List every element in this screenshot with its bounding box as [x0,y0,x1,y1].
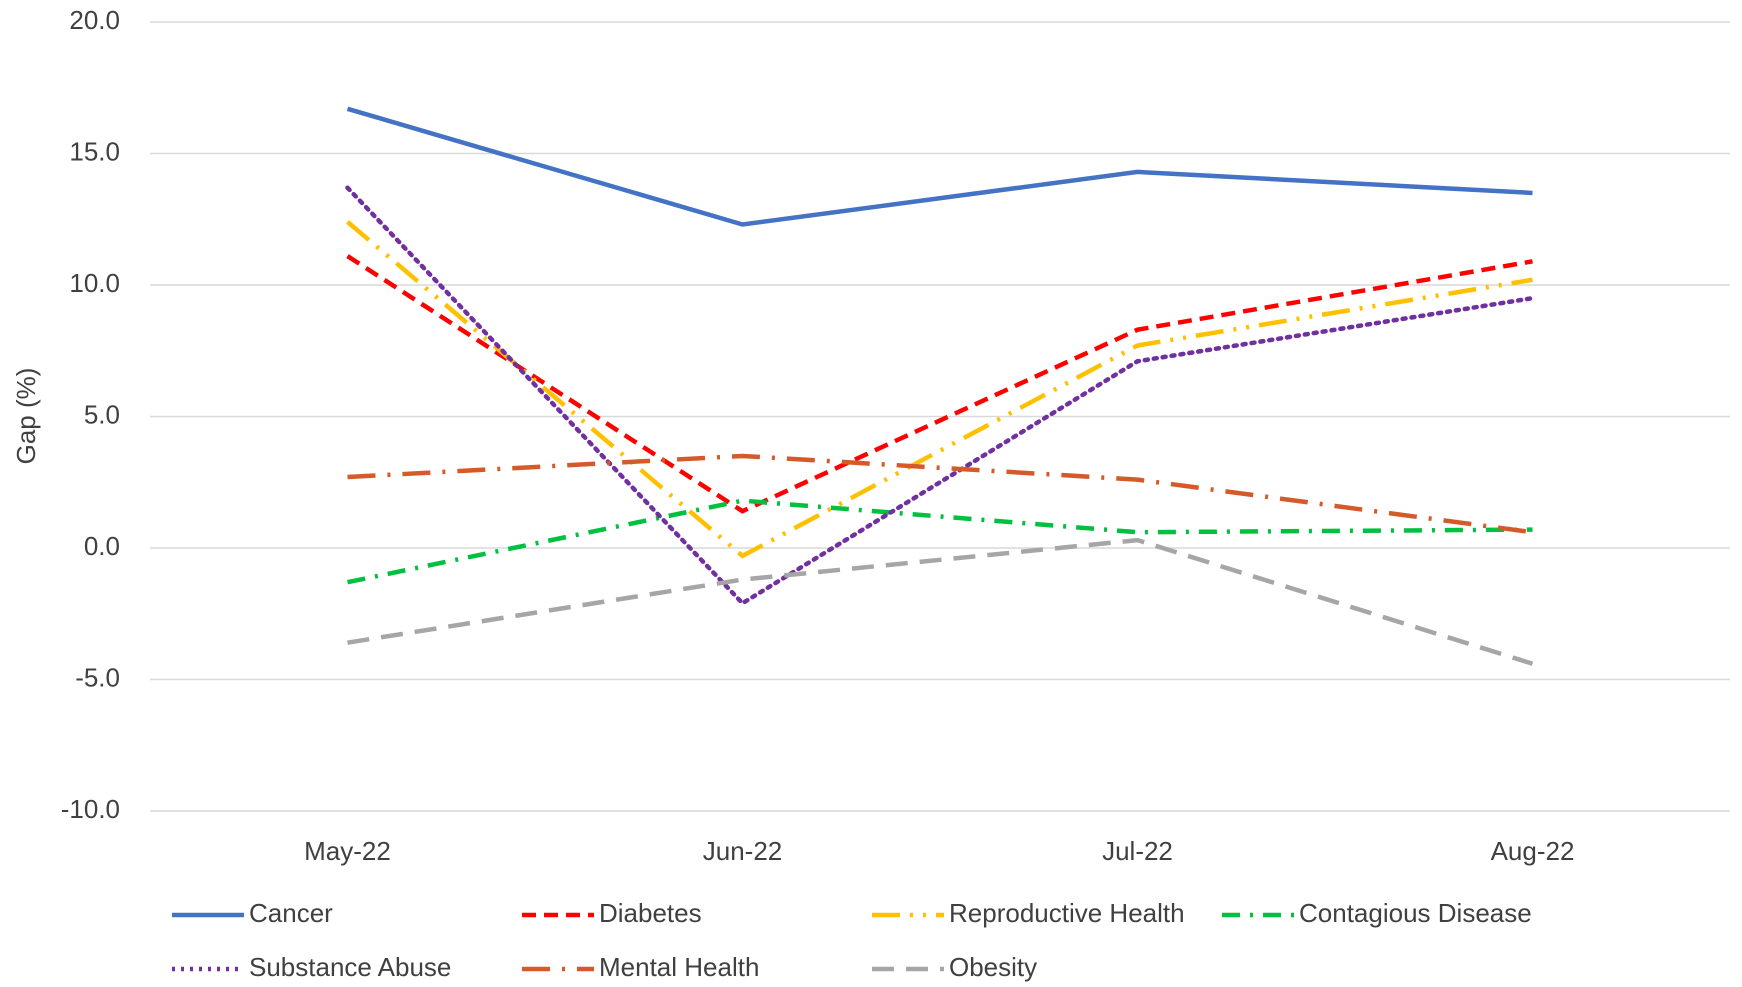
y-axis-label: Gap (%) [11,368,41,465]
x-tick-label: May-22 [304,836,391,866]
y-tick-label: 5.0 [84,399,120,429]
series-line [346,106,1533,227]
y-tick-label: 0.0 [84,531,120,561]
x-tick-label: Jun-22 [703,836,783,866]
legend-label: Diabetes [599,898,702,928]
y-tick-label: 15.0 [69,136,120,166]
series-line [347,453,1533,535]
legend-label: Cancer [249,898,333,928]
series-line [347,537,1534,666]
legend-label: Substance Abuse [249,952,451,982]
x-tick-label: Aug-22 [1491,836,1575,866]
y-tick-label: 10.0 [69,268,120,298]
series-line [346,254,1533,514]
y-tick-label: -5.0 [75,662,120,692]
legend-label: Mental Health [599,952,759,982]
series-line [345,185,1535,607]
legend-label: Obesity [949,952,1037,982]
legend-label: Contagious Disease [1299,898,1532,928]
y-tick-label: -10.0 [61,794,120,824]
series-line [346,220,1533,559]
legend-label: Reproductive Health [949,898,1185,928]
x-tick-label: Jul-22 [1102,836,1173,866]
y-tick-label: 20.0 [69,5,120,35]
series-line [347,498,1533,585]
